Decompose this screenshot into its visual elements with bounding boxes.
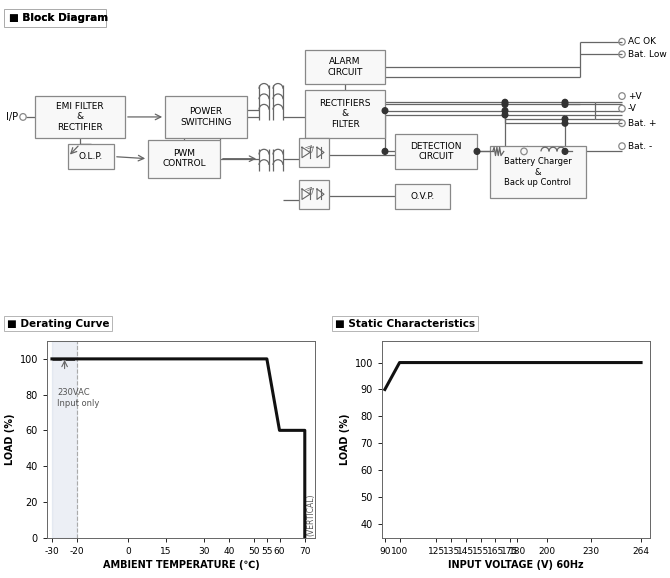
Text: EMI FILTER
&
RECTIFIER: EMI FILTER & RECTIFIER	[56, 102, 104, 132]
Text: AC OK: AC OK	[628, 37, 656, 46]
Bar	[395, 184, 450, 209]
Bar	[395, 134, 477, 169]
Bar	[35, 96, 125, 138]
Text: Bat. +: Bat. +	[628, 118, 657, 128]
X-axis label: INPUT VOLTAGE (V) 60Hz: INPUT VOLTAGE (V) 60Hz	[448, 560, 584, 570]
Text: POWER
SWITCHING: POWER SWITCHING	[180, 108, 232, 127]
Circle shape	[502, 102, 508, 108]
Text: O.V.P.: O.V.P.	[410, 192, 435, 201]
Bar	[52, 341, 77, 538]
Bar	[490, 146, 586, 198]
Bar	[165, 96, 247, 138]
Bar	[4, 9, 106, 27]
Text: ■ Static Characteristics: ■ Static Characteristics	[335, 318, 475, 329]
Text: Bat. -: Bat. -	[628, 142, 653, 151]
Text: ■ Block Diagram: ■ Block Diagram	[9, 13, 108, 23]
Text: I/P: I/P	[6, 112, 18, 122]
Circle shape	[502, 99, 508, 105]
Y-axis label: LOAD (%): LOAD (%)	[5, 413, 15, 465]
Text: Bat. Low: Bat. Low	[628, 50, 667, 59]
Circle shape	[474, 149, 480, 154]
Text: +V: +V	[628, 91, 642, 101]
Circle shape	[502, 108, 508, 114]
Text: DETECTION
CIRCUIT: DETECTION CIRCUIT	[410, 142, 462, 161]
X-axis label: AMBIENT TEMPERATURE (℃): AMBIENT TEMPERATURE (℃)	[103, 560, 259, 570]
Text: O.L.P.: O.L.P.	[79, 152, 103, 161]
Text: ■ Derating Curve: ■ Derating Curve	[7, 318, 109, 329]
Circle shape	[562, 116, 567, 122]
Text: RECTIFIERS
&
FILTER: RECTIFIERS & FILTER	[319, 99, 371, 129]
Text: Battery Charger
&
Back up Control: Battery Charger & Back up Control	[504, 157, 572, 187]
Y-axis label: LOAD (%): LOAD (%)	[340, 413, 350, 465]
Bar	[148, 140, 220, 177]
Bar	[299, 138, 329, 167]
Circle shape	[382, 108, 388, 114]
Bar	[68, 144, 114, 169]
Bar	[305, 50, 385, 84]
Circle shape	[562, 102, 567, 108]
Text: 230VAC
Input only: 230VAC Input only	[57, 388, 99, 408]
Bar	[299, 180, 329, 209]
Text: (VERTICAL): (VERTICAL)	[306, 493, 315, 536]
Text: ■ Block Diagram: ■ Block Diagram	[9, 13, 108, 23]
Text: PWM
CONTROL: PWM CONTROL	[162, 149, 206, 168]
Circle shape	[502, 112, 508, 118]
Text: -V: -V	[628, 104, 637, 113]
Text: ALARM
CIRCUIT: ALARM CIRCUIT	[328, 57, 362, 76]
Circle shape	[382, 149, 388, 154]
Bar	[305, 90, 385, 138]
Circle shape	[562, 149, 567, 154]
Circle shape	[562, 99, 567, 105]
Circle shape	[562, 120, 567, 126]
